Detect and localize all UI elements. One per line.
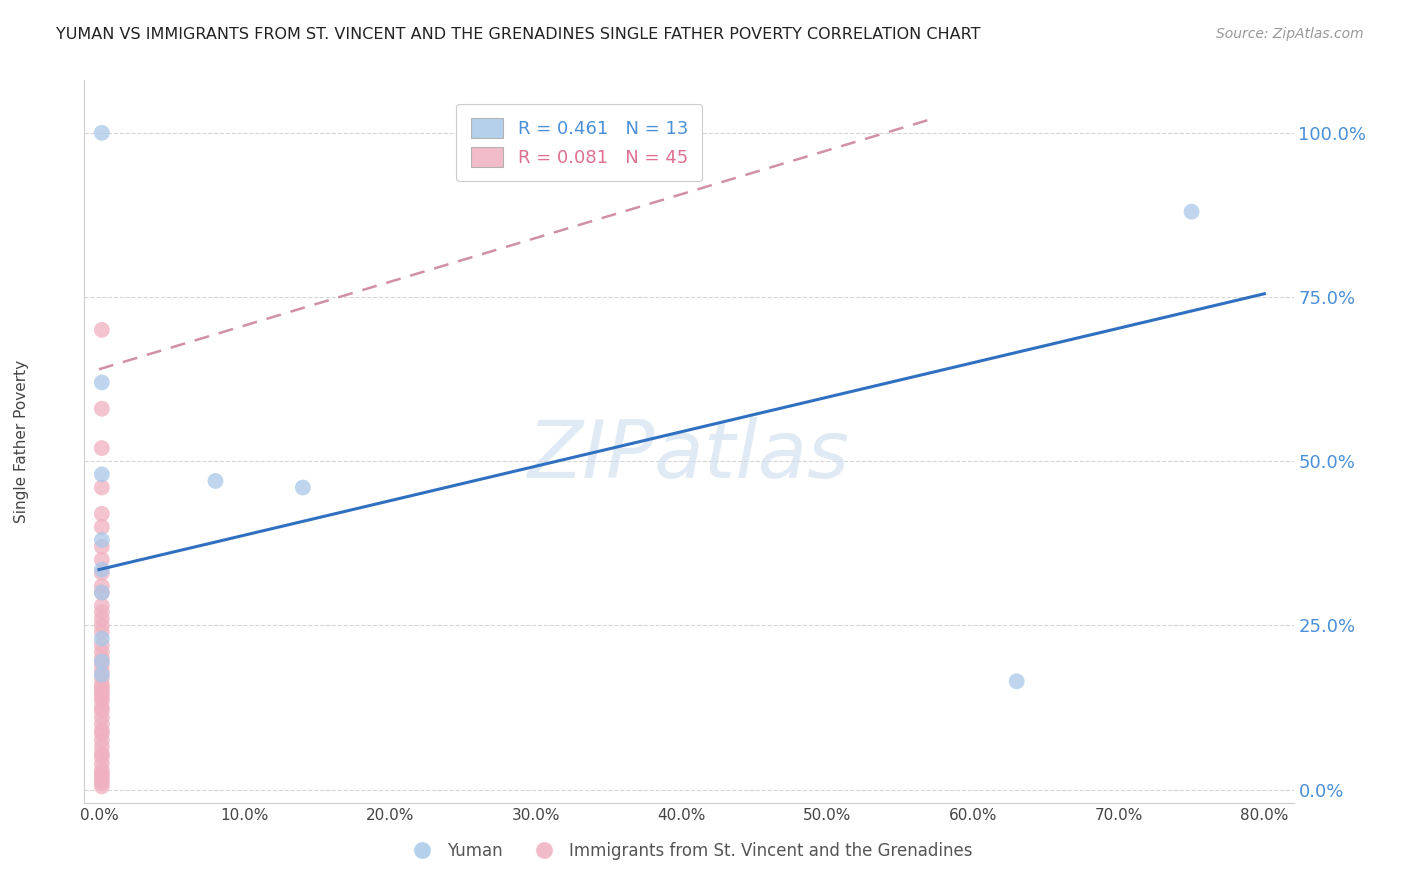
Point <box>90 739 112 754</box>
Point <box>291 481 314 495</box>
Point <box>204 474 226 488</box>
Point <box>90 638 112 652</box>
Point <box>90 579 112 593</box>
Point <box>1005 674 1028 689</box>
Point <box>90 605 112 619</box>
Point <box>90 667 112 681</box>
Text: Source: ZipAtlas.com: Source: ZipAtlas.com <box>1216 27 1364 41</box>
Point <box>90 763 112 777</box>
Point <box>90 563 112 577</box>
Point <box>90 540 112 554</box>
Point <box>90 723 112 738</box>
Point <box>90 671 112 685</box>
Point <box>90 756 112 771</box>
Point <box>1180 204 1202 219</box>
Point <box>90 632 112 646</box>
Y-axis label: Single Father Poverty: Single Father Poverty <box>14 360 28 523</box>
Point <box>90 727 112 741</box>
Point <box>90 533 112 547</box>
Point <box>90 612 112 626</box>
Point <box>90 441 112 455</box>
Point <box>90 323 112 337</box>
Point <box>90 520 112 534</box>
Point <box>90 684 112 698</box>
Point <box>90 467 112 482</box>
Point <box>90 776 112 790</box>
Point <box>90 401 112 416</box>
Point <box>90 655 112 669</box>
Point <box>90 747 112 761</box>
Text: ZIPatlas: ZIPatlas <box>527 417 851 495</box>
Point <box>90 618 112 632</box>
Point <box>90 507 112 521</box>
Legend: Yuman, Immigrants from St. Vincent and the Grenadines: Yuman, Immigrants from St. Vincent and t… <box>398 836 980 867</box>
Point <box>90 481 112 495</box>
Point <box>90 766 112 780</box>
Point <box>90 566 112 580</box>
Point <box>90 694 112 708</box>
Point <box>90 625 112 640</box>
Point <box>90 651 112 665</box>
Point <box>90 749 112 764</box>
Point <box>90 645 112 659</box>
Point <box>90 733 112 747</box>
Point <box>90 700 112 714</box>
Text: YUMAN VS IMMIGRANTS FROM ST. VINCENT AND THE GRENADINES SINGLE FATHER POVERTY CO: YUMAN VS IMMIGRANTS FROM ST. VINCENT AND… <box>56 27 981 42</box>
Point <box>90 376 112 390</box>
Point <box>90 553 112 567</box>
Point <box>90 780 112 794</box>
Point <box>90 690 112 705</box>
Point <box>90 126 112 140</box>
Point <box>90 687 112 701</box>
Point <box>90 717 112 731</box>
Point <box>90 770 112 784</box>
Point <box>90 665 112 679</box>
Point <box>90 585 112 599</box>
Point <box>90 677 112 691</box>
Point <box>90 585 112 599</box>
Point <box>90 704 112 718</box>
Point <box>90 772 112 787</box>
Point <box>90 657 112 672</box>
Point <box>90 681 112 695</box>
Point <box>90 599 112 613</box>
Point <box>90 710 112 724</box>
